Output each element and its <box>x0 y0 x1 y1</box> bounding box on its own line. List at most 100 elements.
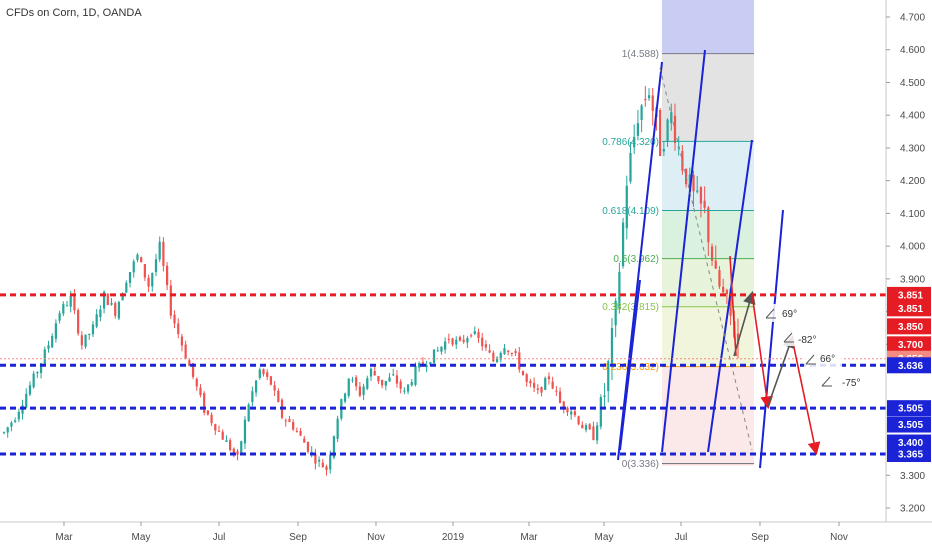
x-tick-label: May <box>132 532 151 543</box>
candle-body <box>725 290 728 295</box>
candle-body <box>714 260 717 269</box>
candle-body <box>651 95 654 111</box>
candle-body <box>36 372 39 374</box>
candle-body <box>525 374 528 383</box>
candle-body <box>247 404 250 422</box>
candle-body <box>273 385 276 391</box>
candle-body <box>681 151 684 171</box>
candle-body <box>510 352 513 354</box>
candle-body <box>521 370 525 376</box>
candle-body <box>343 393 347 402</box>
candle-body <box>403 390 406 392</box>
candle-body <box>114 303 117 316</box>
candle-body <box>254 380 258 393</box>
candle-body <box>125 282 128 293</box>
angle-label: 66° <box>820 354 835 365</box>
candle-body <box>6 427 9 433</box>
candle-body <box>28 385 32 395</box>
candle-body <box>440 346 443 352</box>
price-badge <box>887 445 931 462</box>
x-tick-label: Sep <box>751 532 769 543</box>
candle-body <box>195 378 198 387</box>
y-tick-label: 4.100 <box>900 209 925 220</box>
candle-body <box>177 323 180 334</box>
time-axis[interactable]: Mar May Jul Sep Nov 2019 Mar May Jul Sep Nov <box>0 521 932 550</box>
price-badge <box>887 336 931 353</box>
candle-body <box>162 241 165 267</box>
y-tick-label: 4.300 <box>900 143 925 154</box>
candle-body <box>429 362 432 365</box>
y-tick-label: 4.200 <box>900 176 925 187</box>
candle-body <box>351 379 354 381</box>
fib-label: 1(4.588) <box>622 49 659 60</box>
price-axis[interactable]: 4.700 4.600 4.500 4.400 4.300 4.200 4.100 4.000… <box>885 0 932 550</box>
candle-body <box>158 241 161 260</box>
candle-body <box>88 333 91 335</box>
candle-body <box>684 168 688 185</box>
candle-body <box>670 112 673 123</box>
x-tick-label: May <box>595 532 614 543</box>
candle-body <box>251 391 254 403</box>
candle-body <box>729 288 732 316</box>
candle-body <box>199 387 202 396</box>
candle-body <box>221 431 224 440</box>
candle-body <box>303 438 306 443</box>
candle-body <box>707 207 710 243</box>
candle-body <box>214 424 217 431</box>
price-badge-label: 3.851 <box>898 290 923 301</box>
candle-body <box>295 430 298 432</box>
channel-line <box>661 49 706 453</box>
fib-label: 0(3.336) <box>622 459 659 470</box>
candle-body <box>406 384 410 392</box>
candle-body <box>532 382 536 388</box>
angle-icon <box>783 332 794 343</box>
candle-body <box>173 314 176 324</box>
candle-body <box>659 109 662 157</box>
candle-body <box>102 291 106 309</box>
angle-icon <box>805 354 816 365</box>
candle-body <box>169 285 172 316</box>
candle-body <box>640 105 643 120</box>
fib-zone-bottom <box>662 463 754 466</box>
fib-label: 0.618(4.109) <box>602 206 659 217</box>
candle-body <box>377 375 380 382</box>
candle-body <box>206 410 210 415</box>
fib-label: 0.786(4.320) <box>602 137 659 148</box>
candle-body <box>633 136 636 148</box>
price-badge <box>887 318 931 335</box>
y-tick-label: 4.400 <box>900 111 925 122</box>
candle-body <box>25 393 28 408</box>
y-tick-label: 3.900 <box>900 274 925 285</box>
candle-body <box>165 265 169 286</box>
price-badge <box>887 300 931 317</box>
candle-body <box>277 390 280 403</box>
candle-body <box>614 300 617 326</box>
candle-body <box>58 313 61 321</box>
candle-body <box>154 259 158 273</box>
candle-body <box>529 380 532 384</box>
candle-body <box>210 414 213 424</box>
price-badge-label: 3.505 <box>898 420 923 431</box>
candle-body <box>54 323 58 339</box>
candle-body <box>477 331 480 339</box>
candle-body <box>73 293 76 311</box>
candle-body <box>596 425 599 441</box>
candle-body <box>621 222 625 267</box>
candle-body <box>607 361 610 391</box>
fib-zone <box>662 53 754 142</box>
angle-label: 69° <box>782 309 797 320</box>
projection-down-2 <box>791 337 821 456</box>
candle-body <box>369 368 373 377</box>
fib-zone <box>662 141 754 211</box>
candle-body <box>240 441 243 453</box>
candle-body <box>358 386 361 396</box>
candle-body <box>106 293 109 306</box>
candle-body <box>62 304 65 314</box>
candle-body <box>329 454 332 470</box>
candle-body <box>10 422 13 427</box>
y-tick-label: 3.300 <box>900 471 925 482</box>
candle-body <box>703 200 706 208</box>
candle-body <box>132 261 135 273</box>
price-badge-label: 3.505 <box>898 404 923 415</box>
